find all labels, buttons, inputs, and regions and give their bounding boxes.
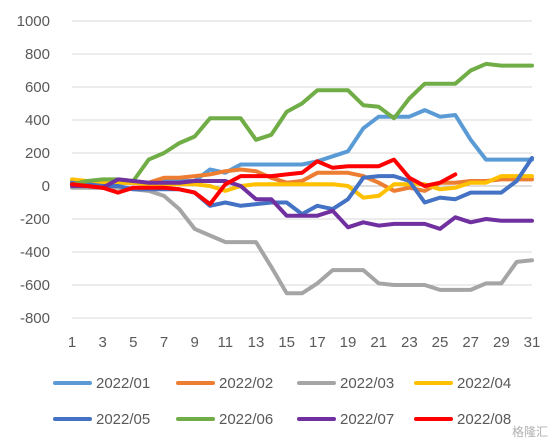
legend-item: 2022/03 (297, 375, 394, 392)
legend-label: 2022/02 (219, 375, 273, 392)
series-line-2022-06 (70, 61, 534, 187)
x-tick-label: 1 (68, 334, 76, 351)
y-tick-label: -400 (20, 244, 50, 261)
x-tick-label: 29 (493, 334, 510, 351)
series-line-2022-07 (70, 177, 534, 231)
x-tick-label: 27 (462, 334, 479, 351)
legend-item: 2022/06 (176, 411, 273, 428)
legend-label: 2022/01 (96, 375, 150, 392)
legend-item: 2022/07 (297, 411, 394, 428)
y-tick-label: -600 (20, 277, 50, 294)
y-tick-label: 800 (25, 46, 50, 63)
legend-item: 2022/08 (414, 411, 511, 428)
watermark-text: 格隆汇 (511, 425, 548, 439)
series-line-2022-03 (70, 185, 534, 296)
legend-label: 2022/07 (340, 411, 394, 428)
x-tick-label: 31 (524, 334, 541, 351)
legend-label: 2022/08 (457, 411, 511, 428)
legend-item: 2022/01 (53, 375, 150, 392)
legend: 2022/01 2022/02 2022/03 2022/04 2022/05 2022/… (53, 375, 511, 428)
legend-label: 2022/04 (457, 375, 511, 392)
x-tick-label: 25 (432, 334, 449, 351)
x-tick-label: 15 (278, 334, 295, 351)
legend-item: 2022/02 (176, 375, 273, 392)
x-tick-label: 23 (401, 334, 418, 351)
x-tick-label: 11 (218, 334, 234, 351)
y-tick-label: 600 (25, 79, 50, 96)
x-tick-label: 3 (98, 334, 106, 351)
y-tick-label: 0 (42, 178, 50, 195)
y-tick-label: -200 (20, 211, 50, 228)
x-tick-label: 5 (129, 334, 137, 351)
y-tick-label: 1000 (17, 13, 50, 30)
watermark: 格隆汇 (512, 423, 548, 440)
series-line-2022-08 (70, 157, 458, 207)
x-tick-label: 19 (340, 334, 357, 351)
legend-item: 2022/05 (53, 411, 150, 428)
legend-label: 2022/05 (96, 411, 150, 428)
series-lines (70, 61, 534, 296)
legend-label: 2022/03 (340, 375, 394, 392)
x-tick-label: 9 (190, 334, 198, 351)
y-tick-label: -800 (20, 310, 50, 327)
legend-item: 2022/04 (414, 375, 511, 392)
legend-label: 2022/06 (219, 411, 273, 428)
y-axis-tick-labels: -800 -600 -400 -200 0 200 400 600 800 1000 (17, 13, 50, 327)
x-tick-label: 21 (370, 334, 387, 351)
y-tick-label: 200 (25, 145, 50, 162)
x-tick-label: 17 (309, 334, 326, 351)
x-axis-tick-labels: 1 3 5 7 9 11 13 15 17 19 21 23 25 27 29 31 (68, 334, 541, 351)
x-tick-label: 7 (160, 334, 168, 351)
y-tick-label: 400 (25, 112, 50, 129)
x-tick-label: 13 (248, 334, 265, 351)
